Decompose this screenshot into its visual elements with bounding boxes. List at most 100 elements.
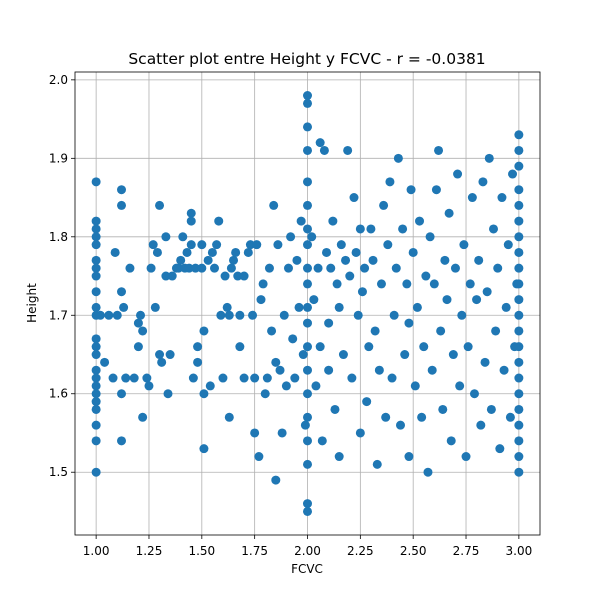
data-point bbox=[294, 302, 304, 312]
data-point bbox=[419, 342, 429, 352]
data-point bbox=[334, 452, 344, 462]
data-point bbox=[300, 420, 310, 430]
x-tick-label: 1.50 bbox=[188, 544, 215, 558]
data-point bbox=[199, 326, 209, 336]
data-point bbox=[91, 287, 101, 297]
data-point bbox=[391, 263, 401, 273]
data-point bbox=[197, 240, 207, 250]
data-point bbox=[199, 444, 209, 454]
data-point bbox=[351, 247, 361, 257]
data-point bbox=[396, 420, 405, 430]
data-point bbox=[332, 279, 342, 289]
data-point bbox=[133, 318, 143, 328]
data-point bbox=[317, 436, 327, 446]
data-point bbox=[260, 389, 270, 399]
data-point bbox=[324, 318, 334, 328]
data-point bbox=[478, 177, 488, 187]
data-point bbox=[412, 302, 422, 312]
data-point bbox=[222, 302, 232, 312]
data-point bbox=[457, 310, 467, 320]
data-point bbox=[442, 295, 452, 305]
data-point bbox=[108, 373, 118, 383]
data-point bbox=[167, 271, 177, 281]
data-point bbox=[91, 263, 101, 273]
data-point bbox=[315, 342, 325, 352]
data-point bbox=[349, 193, 359, 203]
data-point bbox=[190, 263, 200, 273]
data-point bbox=[383, 240, 393, 250]
data-point bbox=[216, 310, 226, 320]
data-point bbox=[484, 153, 494, 163]
data-point bbox=[157, 357, 167, 367]
data-point bbox=[199, 389, 209, 399]
data-point bbox=[514, 247, 524, 257]
data-point bbox=[250, 428, 260, 438]
data-point bbox=[125, 263, 135, 273]
data-point bbox=[283, 263, 293, 273]
x-tick-label: 2.50 bbox=[400, 544, 427, 558]
data-point bbox=[319, 145, 329, 155]
data-point bbox=[493, 263, 503, 273]
data-point bbox=[303, 91, 312, 101]
data-point bbox=[91, 240, 101, 250]
data-point bbox=[264, 263, 274, 273]
data-point bbox=[197, 263, 207, 273]
data-point bbox=[91, 271, 101, 281]
data-point bbox=[235, 342, 245, 352]
data-point bbox=[417, 412, 427, 422]
data-point bbox=[406, 185, 416, 195]
data-point bbox=[436, 326, 446, 336]
data-point bbox=[271, 357, 281, 367]
data-point bbox=[355, 224, 365, 234]
data-point bbox=[514, 389, 524, 399]
data-point bbox=[161, 271, 171, 281]
data-point bbox=[398, 224, 408, 234]
data-point bbox=[450, 263, 460, 273]
data-point bbox=[91, 381, 101, 391]
data-point bbox=[273, 240, 283, 250]
data-point bbox=[150, 302, 160, 312]
data-point bbox=[121, 373, 131, 383]
data-point bbox=[334, 302, 344, 312]
data-point bbox=[514, 216, 524, 226]
data-point bbox=[91, 334, 101, 344]
data-point bbox=[104, 310, 114, 320]
data-point bbox=[514, 467, 524, 477]
data-point bbox=[148, 240, 158, 250]
data-point bbox=[469, 389, 479, 399]
data-point bbox=[275, 365, 285, 375]
data-point bbox=[165, 350, 175, 360]
data-point bbox=[438, 404, 448, 414]
data-point bbox=[224, 412, 234, 422]
data-point bbox=[193, 342, 203, 352]
data-point bbox=[220, 271, 230, 281]
data-point bbox=[142, 373, 152, 383]
data-point bbox=[372, 459, 382, 469]
data-point bbox=[91, 404, 101, 414]
data-point bbox=[480, 357, 490, 367]
data-point bbox=[91, 255, 101, 265]
data-point bbox=[303, 318, 312, 328]
data-point bbox=[161, 232, 171, 242]
data-point bbox=[514, 130, 524, 140]
data-point bbox=[455, 381, 465, 391]
x-tick-label: 1.75 bbox=[241, 544, 268, 558]
data-point bbox=[214, 216, 224, 226]
data-point bbox=[508, 169, 518, 179]
data-point bbox=[279, 310, 289, 320]
data-point bbox=[112, 310, 122, 320]
data-point bbox=[393, 153, 403, 163]
y-tick-label: 1.7 bbox=[49, 308, 68, 322]
data-point bbox=[290, 373, 300, 383]
data-point bbox=[474, 255, 484, 265]
data-point bbox=[355, 428, 365, 438]
data-point bbox=[303, 224, 312, 234]
data-point bbox=[326, 263, 336, 273]
data-point bbox=[381, 412, 391, 422]
data-point bbox=[117, 200, 126, 210]
data-point bbox=[368, 255, 378, 265]
data-point bbox=[514, 420, 524, 430]
x-axis-ticks: 1.00 1.25 1.50 1.75 2.00 2.25 2.50 2.75 3.00 bbox=[83, 535, 532, 558]
data-point bbox=[239, 373, 249, 383]
